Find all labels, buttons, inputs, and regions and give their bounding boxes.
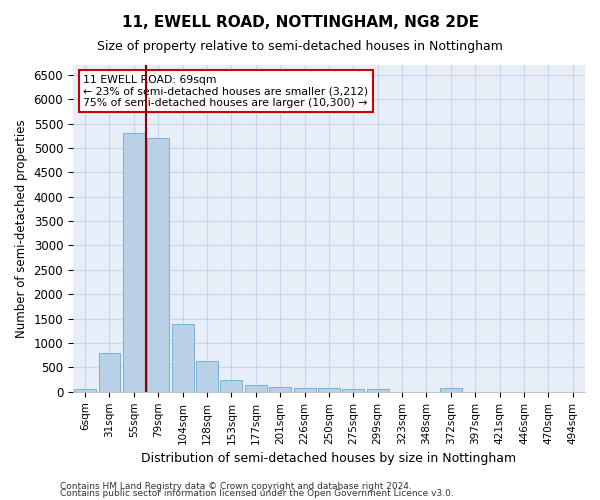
Bar: [440, 388, 462, 392]
Text: 11 EWELL ROAD: 69sqm
← 23% of semi-detached houses are smaller (3,212)
75% of se: 11 EWELL ROAD: 69sqm ← 23% of semi-detac…: [83, 75, 368, 108]
Text: Size of property relative to semi-detached houses in Nottingham: Size of property relative to semi-detach…: [97, 40, 503, 53]
Bar: [123, 134, 145, 392]
Text: Contains HM Land Registry data © Crown copyright and database right 2024.: Contains HM Land Registry data © Crown c…: [60, 482, 412, 491]
Bar: [293, 388, 316, 392]
Y-axis label: Number of semi-detached properties: Number of semi-detached properties: [15, 119, 28, 338]
Bar: [245, 386, 267, 392]
Bar: [220, 380, 242, 392]
Text: 11, EWELL ROAD, NOTTINGHAM, NG8 2DE: 11, EWELL ROAD, NOTTINGHAM, NG8 2DE: [121, 15, 479, 30]
Bar: [318, 388, 340, 392]
Bar: [367, 389, 389, 392]
Bar: [147, 138, 169, 392]
Bar: [74, 390, 96, 392]
Text: Contains public sector information licensed under the Open Government Licence v3: Contains public sector information licen…: [60, 489, 454, 498]
X-axis label: Distribution of semi-detached houses by size in Nottingham: Distribution of semi-detached houses by …: [142, 452, 517, 465]
Bar: [343, 389, 364, 392]
Bar: [98, 354, 121, 392]
Bar: [172, 324, 194, 392]
Bar: [196, 361, 218, 392]
Bar: [269, 388, 291, 392]
